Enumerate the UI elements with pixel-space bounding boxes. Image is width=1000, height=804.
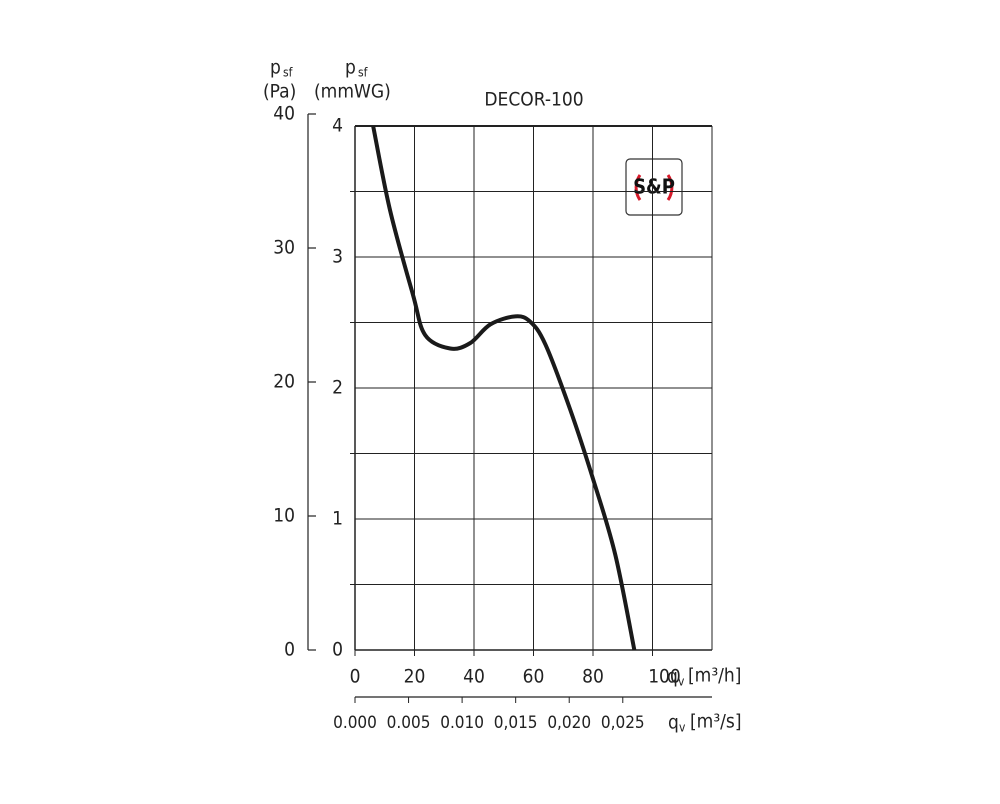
y2-label-symbol: p bbox=[345, 57, 356, 79]
y-tick-label: 10 bbox=[273, 505, 295, 527]
x2-tick-label: 0.010 bbox=[440, 713, 484, 733]
x2-tick-label: 0.000 bbox=[333, 713, 377, 733]
logo-arc bbox=[634, 174, 642, 201]
x2-tick-label: 0.005 bbox=[387, 713, 431, 733]
x-tick-label: 40 bbox=[463, 666, 485, 688]
y2-tick-label: 0 bbox=[332, 639, 343, 661]
y2-tick-label: 4 bbox=[332, 115, 343, 137]
y2-tick-label: 2 bbox=[332, 377, 343, 399]
logo-box bbox=[625, 158, 683, 216]
x-label-symbol: q bbox=[667, 666, 678, 688]
y2-tick-label: 3 bbox=[332, 246, 343, 268]
x-tick-label: 20 bbox=[404, 666, 426, 688]
x-tick-label: 100 bbox=[648, 666, 681, 688]
y-tick-label: 40 bbox=[273, 103, 295, 125]
logo-text: S&P bbox=[633, 175, 675, 199]
logo-arc bbox=[666, 174, 674, 201]
x-label-sub: v bbox=[678, 675, 685, 689]
x-tick-label: 80 bbox=[582, 666, 604, 688]
y-tick-label: 30 bbox=[273, 237, 295, 259]
x-tick-label: 60 bbox=[523, 666, 545, 688]
y-tick-label: 0 bbox=[284, 639, 295, 661]
curve bbox=[371, 125, 637, 651]
x-label-unit: [m³/h] bbox=[688, 665, 741, 687]
y-label-symbol: p bbox=[270, 57, 281, 79]
x-tick-label: 0 bbox=[350, 666, 361, 688]
x2-tick-label: 0,015 bbox=[494, 713, 538, 733]
x2-tick-label: 0,020 bbox=[547, 713, 591, 733]
x2-label-unit: [m³/s] bbox=[690, 711, 742, 733]
y2-label-unit: (mmWG) bbox=[314, 81, 391, 103]
chart-title: DECOR-100 bbox=[484, 89, 583, 111]
x2-tick-label: 0,025 bbox=[601, 713, 645, 733]
y2-label-sub: sf bbox=[358, 66, 369, 80]
x2-label-symbol: q bbox=[668, 712, 679, 734]
logo: S&P bbox=[625, 158, 683, 216]
y2-tick-label: 1 bbox=[332, 508, 343, 530]
y-label-sub: sf bbox=[283, 66, 294, 80]
y-label-unit: (Pa) bbox=[263, 81, 296, 103]
x2-label-sub: v bbox=[679, 721, 686, 735]
y-tick-label: 20 bbox=[273, 371, 295, 393]
